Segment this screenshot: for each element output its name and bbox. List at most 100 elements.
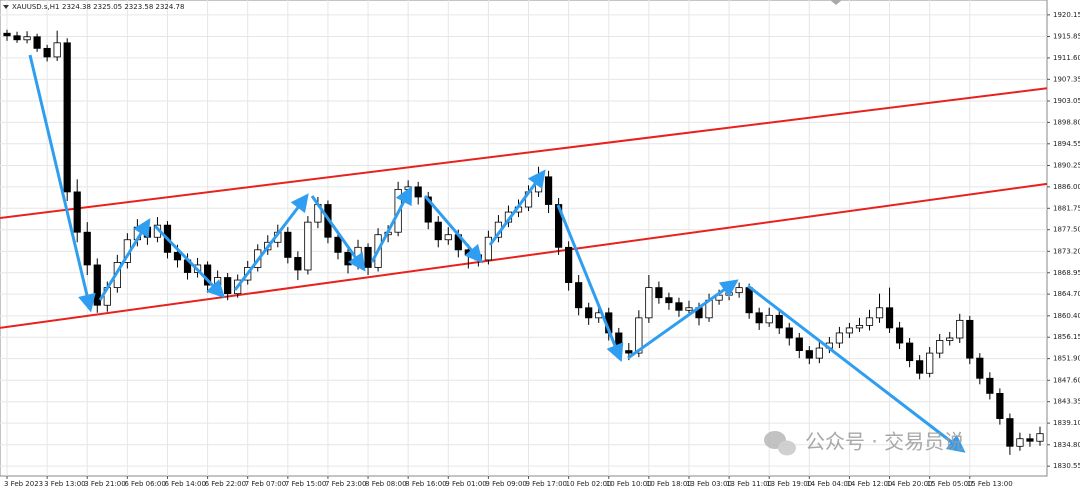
- x-tick-label: 15 Feb 13:00: [967, 480, 1013, 488]
- x-tick-label: 14 Feb 20:00: [887, 480, 933, 488]
- candle-body: [875, 307, 884, 319]
- candle-body: [665, 297, 673, 304]
- candle-body: [575, 282, 583, 309]
- candle-body: [635, 317, 643, 354]
- y-tick-label: 1856.15: [1053, 333, 1080, 341]
- x-tick-label: 10 Feb 18:00: [646, 480, 692, 488]
- candle-body: [554, 204, 563, 248]
- x-tick-label: 8 Feb 08:00: [365, 480, 406, 488]
- x-tick-label: 7 Feb 07:00: [245, 480, 286, 488]
- watermark-icon: [778, 440, 796, 456]
- trend-arrow: [370, 186, 413, 263]
- channel-line: [0, 87, 1048, 219]
- x-tick-label: 13 Feb 11:00: [726, 480, 772, 488]
- candle-body: [906, 342, 914, 362]
- y-tick-label: 1920.15: [1053, 11, 1080, 19]
- candle-body: [23, 36, 31, 41]
- trend-arrow: [28, 54, 96, 313]
- channel-line: [0, 182, 1048, 329]
- candle-body: [675, 302, 683, 311]
- y-tick-label: 1911.60: [1053, 54, 1080, 62]
- candle-body: [33, 36, 41, 49]
- y-tick-label: 1860.40: [1053, 312, 1080, 320]
- candle-body: [304, 221, 312, 271]
- candle-body: [1006, 418, 1014, 447]
- trend-arrow: [556, 204, 624, 363]
- candle-body: [364, 246, 372, 268]
- y-tick-label: 1903.05: [1053, 97, 1080, 105]
- x-tick-label: 6 Feb 06:00: [124, 480, 165, 488]
- y-tick-label: 1915.85: [1053, 33, 1080, 41]
- x-tick-label: 8 Feb 16:00: [405, 480, 446, 488]
- x-tick-label: 14 Feb 12:00: [846, 480, 892, 488]
- y-tick-label: 1881.75: [1053, 204, 1080, 212]
- candle-body: [946, 337, 954, 341]
- candle-body: [53, 42, 61, 58]
- y-tick-label: 1898.80: [1053, 118, 1080, 126]
- candle-body: [1026, 438, 1034, 442]
- x-tick-label: 3 Feb 13:00: [44, 480, 85, 488]
- trend-arrow: [233, 193, 309, 291]
- y-tick-label: 1877.50: [1053, 226, 1080, 234]
- candle-body: [585, 307, 593, 319]
- y-tick-label: 1834.80: [1053, 441, 1080, 449]
- candle-body: [655, 287, 663, 299]
- candle-body: [63, 42, 71, 193]
- watermark-text: 公众号 · 交易员说: [805, 430, 964, 454]
- trend-arrow: [423, 195, 483, 264]
- candle-body: [73, 191, 81, 233]
- candle-body: [83, 231, 91, 266]
- candle-body: [725, 292, 733, 296]
- candle-body: [936, 340, 944, 354]
- x-tick-label: 13 Feb 19:00: [766, 480, 812, 488]
- candle-body: [344, 251, 352, 266]
- candle-body: [685, 307, 693, 311]
- y-tick-label: 1851.90: [1053, 355, 1080, 363]
- arrows: [28, 54, 966, 453]
- x-tick-label: 7 Feb 23:00: [325, 480, 366, 488]
- trend-arrow: [310, 195, 366, 272]
- candle-body: [43, 47, 51, 58]
- quote: 2324.38 2325.05 2323.58 2324.78: [62, 3, 184, 11]
- trend-arrow: [153, 224, 226, 299]
- candle-body: [755, 312, 763, 324]
- candle-body: [93, 264, 101, 306]
- candle-body: [565, 246, 573, 283]
- candle-body: [3, 32, 11, 37]
- candle-body: [835, 332, 844, 344]
- x-tick-label: 13 Feb 03:00: [686, 480, 732, 488]
- candle-body: [845, 327, 854, 334]
- candle-body: [434, 221, 442, 241]
- candle-body: [986, 377, 994, 394]
- trendlines: [0, 87, 1048, 329]
- candle-body: [916, 360, 924, 374]
- y-tick-label: 1873.20: [1053, 247, 1080, 255]
- candle-body: [334, 236, 342, 253]
- candle-body: [173, 251, 182, 261]
- candle-body: [855, 324, 864, 329]
- candle-body: [765, 314, 773, 324]
- candle-body: [424, 196, 432, 223]
- y-tick-label: 1894.55: [1053, 140, 1080, 148]
- candle-body: [625, 350, 633, 354]
- menu-icon[interactable]: [3, 5, 9, 9]
- trend-arrow: [627, 279, 739, 360]
- x-tick-label: 9 Feb 09:00: [485, 480, 526, 488]
- scroll-marker: [830, 0, 842, 5]
- y-tick-label: 1843.35: [1053, 398, 1080, 406]
- candle-body: [735, 287, 743, 294]
- trend-arrow: [747, 284, 966, 453]
- y-tick-label: 1907.35: [1053, 75, 1080, 83]
- y-tick-label: 1830.55: [1053, 462, 1080, 470]
- x-tick-label: 6 Feb 14:00: [164, 480, 205, 488]
- trend-arrow: [488, 169, 546, 246]
- candle-body: [795, 337, 803, 351]
- candle-body: [224, 277, 232, 295]
- x-tick-label: 3 Feb 2023: [4, 480, 43, 488]
- candle-body: [805, 350, 813, 359]
- candle-body: [404, 186, 412, 190]
- trend-arrow: [98, 218, 151, 301]
- candle-body: [1036, 433, 1044, 442]
- candle-body: [1016, 438, 1024, 447]
- candle-body: [544, 176, 553, 205]
